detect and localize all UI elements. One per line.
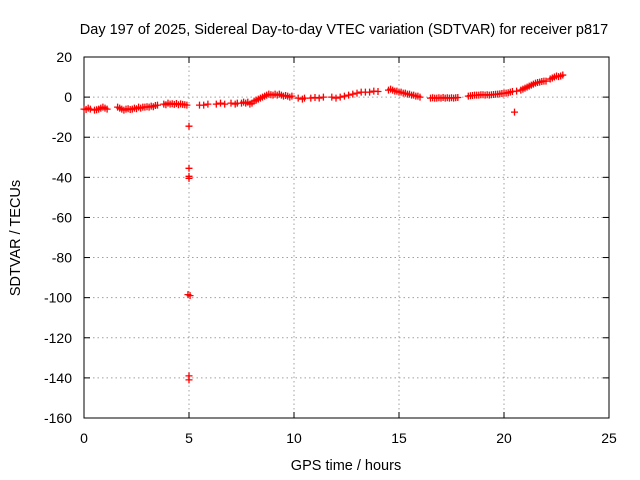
data-point: [349, 90, 357, 98]
x-tick-label: 5: [185, 430, 193, 446]
y-tick-label: -160: [44, 410, 72, 426]
data-point: [185, 122, 193, 130]
y-tick-label: -120: [44, 330, 72, 346]
data-point: [154, 101, 161, 109]
x-tick-label: 25: [601, 430, 617, 446]
x-tick-label: 0: [80, 430, 88, 446]
data-point: [103, 105, 111, 113]
data-point: [288, 92, 296, 100]
data-point: [416, 93, 424, 101]
data-points: [80, 71, 567, 384]
data-point: [374, 87, 382, 95]
data-point: [366, 88, 374, 96]
data-point: [183, 101, 191, 109]
y-tick-label: -20: [52, 129, 72, 145]
data-point: [204, 100, 212, 108]
data-point: [200, 101, 208, 109]
chart-title: Day 197 of 2025, Sidereal Day-to-day VTE…: [80, 22, 608, 38]
x-tick-label: 15: [391, 430, 407, 446]
data-point: [186, 292, 194, 300]
data-point: [559, 71, 567, 79]
data-point: [301, 94, 308, 102]
data-point: [315, 94, 323, 102]
y-axis-label: SDTVAR / TECUs: [8, 180, 24, 296]
y-tick-label: -40: [52, 169, 72, 185]
y-tick-label: 20: [56, 49, 72, 65]
y-tick-label: 0: [64, 89, 72, 105]
data-point: [185, 376, 193, 384]
y-tick-label: -80: [52, 250, 72, 266]
data-point: [353, 89, 361, 97]
y-tick-label: -100: [44, 290, 72, 306]
y-tick-label: -140: [44, 370, 72, 386]
data-point: [332, 94, 340, 102]
data-point: [454, 94, 462, 102]
grid-lines: [84, 57, 609, 418]
data-point: [185, 174, 193, 182]
data-point: [217, 99, 224, 107]
data-point: [511, 108, 518, 116]
plot-area-border: [83, 56, 610, 419]
data-point: [319, 93, 327, 101]
data-point: [294, 94, 302, 102]
y-tick-label: -60: [52, 209, 72, 225]
data-point: [227, 99, 235, 107]
axis-ticks: 0 5 10 15 20 25 20 0 -20 -40 -60 -80 -100 -120 -140 -16…: [44, 49, 617, 446]
data-point: [328, 93, 336, 101]
data-point: [345, 91, 353, 99]
x-tick-label: 10: [286, 430, 302, 446]
data-point: [212, 100, 220, 108]
data-point: [185, 164, 193, 172]
data-point: [336, 93, 344, 101]
data-point: [513, 87, 521, 95]
x-axis-label: GPS time / hours: [291, 458, 401, 474]
data-point: [542, 77, 550, 85]
x-tick-label: 20: [496, 430, 512, 446]
data-point: [340, 92, 348, 100]
data-point: [221, 100, 229, 108]
data-point: [86, 105, 94, 113]
